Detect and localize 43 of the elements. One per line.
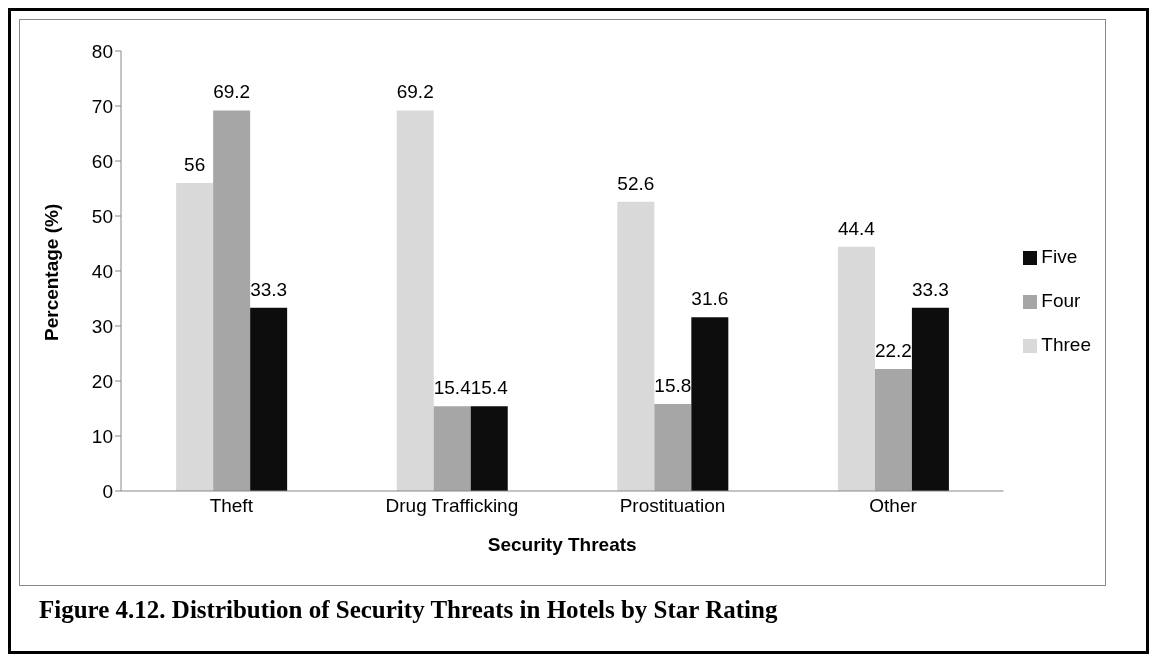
bar <box>470 406 508 491</box>
data-label: 52.6 <box>617 172 655 194</box>
y-axis-title: Percentage (%) <box>40 203 62 341</box>
x-tick-label: Theft <box>209 495 254 517</box>
bar <box>617 201 655 491</box>
x-tick-label: Other <box>869 495 918 517</box>
y-tick-label: 50 <box>91 205 113 227</box>
bar <box>874 368 912 491</box>
data-label: 22.2 <box>874 339 912 361</box>
bar <box>176 183 214 491</box>
x-tick-label: Drug Trafficking <box>385 495 519 517</box>
data-label: 56 <box>184 154 206 175</box>
legend-label: Three <box>1041 334 1091 355</box>
y-tick-label: 20 <box>91 370 113 392</box>
caption: Figure 4.12. Distribution of Security Threats in Hotels by Star Rating <box>39 596 778 624</box>
data-label: 31.6 <box>691 288 729 310</box>
bar <box>837 246 875 491</box>
data-label: 33.3 <box>250 278 288 300</box>
y-tick-label: 0 <box>102 480 113 502</box>
bar <box>691 317 729 491</box>
y-tick-label: 30 <box>91 315 113 337</box>
bar <box>654 404 692 491</box>
y-tick-label: 80 <box>91 40 113 62</box>
data-label: 15.4 <box>433 377 472 399</box>
data-label: 33.3 <box>911 278 949 300</box>
data-label: 15.4 <box>470 377 509 399</box>
data-label: 44.4 <box>837 217 876 239</box>
bar <box>396 110 434 491</box>
y-tick-label: 60 <box>91 150 113 172</box>
data-label: 69.2 <box>213 81 251 103</box>
x-tick-label: Prostituation <box>619 495 726 517</box>
y-tick-label: 40 <box>91 260 113 282</box>
y-tick-label: 10 <box>91 425 113 447</box>
legend-label: Four <box>1041 290 1081 311</box>
x-axis-title: Security Threats <box>487 534 637 555</box>
bar <box>911 307 949 491</box>
bar <box>433 406 471 491</box>
y-tick-label: 70 <box>91 95 113 117</box>
data-label: 69.2 <box>396 81 434 103</box>
data-label: 15.8 <box>654 375 692 397</box>
bar <box>213 110 251 491</box>
legend-label: Five <box>1041 246 1078 267</box>
bar <box>250 307 288 491</box>
